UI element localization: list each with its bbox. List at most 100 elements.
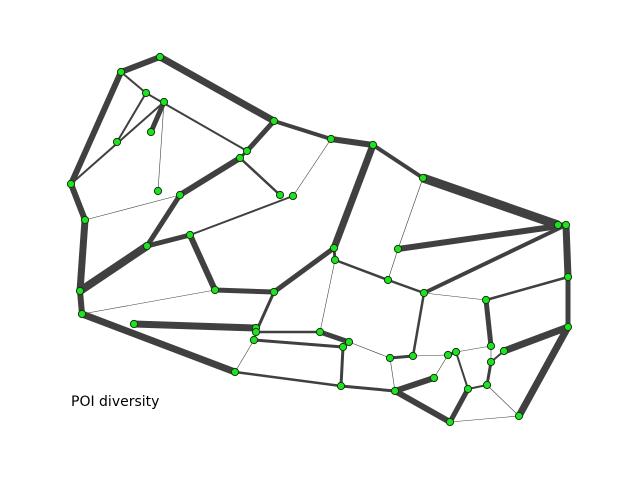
graph-edge-36 — [334, 258, 389, 282]
graph-edge-52 — [423, 292, 487, 301]
edge-layer — [68, 53, 572, 425]
graph-node-55 — [514, 411, 524, 421]
graph-edge-28 — [292, 138, 332, 197]
graph-edge-68 — [455, 351, 469, 390]
graph-edge-57 — [483, 299, 494, 347]
graph-edge-13 — [77, 242, 150, 295]
graph-node-15 — [210, 285, 220, 295]
graph-node-30 — [230, 367, 240, 377]
graph-edge-4 — [116, 92, 147, 143]
graph-node-44 — [499, 346, 509, 356]
graph-edge-15 — [80, 310, 237, 376]
graph-edge-60 — [455, 345, 492, 353]
graph-node-42 — [563, 322, 573, 332]
graph-node-29 — [249, 335, 259, 345]
graph-node-33 — [344, 337, 354, 347]
graph-node-47 — [443, 350, 453, 360]
graph-edge-31 — [421, 173, 560, 230]
graph-node-46 — [408, 351, 418, 361]
graph-edge-54 — [562, 224, 572, 278]
graph-edge-75 — [449, 415, 520, 423]
graph-node-8 — [153, 186, 163, 196]
graph-edge-71 — [486, 384, 520, 417]
graph-node-35 — [393, 244, 403, 254]
graph-node-28 — [251, 327, 261, 337]
graph-node-24 — [329, 243, 339, 253]
graph-edge-0 — [119, 54, 162, 75]
graph-edge-73 — [393, 388, 452, 425]
graph-node-41 — [481, 295, 491, 305]
graph-node-37 — [419, 288, 429, 298]
graph-node-54 — [445, 417, 455, 427]
graph-node-2 — [141, 88, 151, 98]
graph-edge-55 — [485, 275, 569, 302]
graph-node-34 — [336, 381, 346, 391]
graph-node-7 — [80, 215, 90, 225]
graph-edge-45 — [340, 384, 396, 393]
graph-edge-3 — [120, 71, 147, 94]
graph-node-40 — [563, 272, 573, 282]
graph-node-26 — [269, 287, 279, 297]
graph-edge-21 — [189, 195, 294, 236]
graph-node-43 — [486, 341, 496, 351]
graph-edge-27 — [330, 136, 374, 148]
graph-edge-67 — [433, 354, 449, 379]
graph-edge-6 — [148, 101, 167, 133]
graph-edge-49 — [387, 278, 425, 295]
graph-node-3 — [159, 97, 169, 107]
graph-node-48 — [451, 347, 461, 357]
graph-edge-51 — [411, 292, 426, 357]
graph-node-14 — [129, 319, 139, 329]
graph-edge-43 — [234, 370, 342, 388]
graph-edge-24 — [273, 119, 332, 141]
graph-node-4 — [146, 127, 156, 137]
graph-node-19 — [275, 190, 285, 200]
graph-edge-58 — [502, 323, 570, 355]
graph-node-50 — [429, 373, 439, 383]
graph-node-21 — [326, 134, 336, 144]
graph-edge-30 — [371, 143, 425, 180]
graph-node-52 — [482, 380, 492, 390]
graph-edge-46 — [348, 341, 391, 359]
node-layer — [66, 52, 573, 427]
graph-edge-47 — [397, 222, 567, 252]
graph-edge-33 — [272, 245, 336, 295]
graph-node-17 — [242, 146, 252, 156]
graph-node-38 — [553, 220, 563, 230]
graph-edge-22 — [214, 287, 275, 295]
graph-edge-59 — [515, 325, 572, 418]
graph-node-31 — [315, 327, 325, 337]
graph-edge-74 — [447, 387, 471, 424]
graph-node-32 — [338, 342, 348, 352]
graph-edge-65 — [412, 354, 449, 357]
graph-edge-72 — [394, 375, 435, 394]
graph-node-22 — [368, 140, 378, 150]
graph-edge-14 — [81, 289, 216, 315]
graph-edge-9 — [68, 182, 88, 222]
graph-edge-41 — [253, 338, 344, 349]
graph-edge-35 — [319, 259, 336, 333]
graph-edge-23 — [245, 119, 276, 153]
graph-node-1 — [116, 67, 126, 77]
graph-node-16 — [269, 116, 279, 126]
graph-edge-64 — [389, 357, 396, 392]
graph-edge-8 — [157, 101, 165, 192]
graph-node-45 — [385, 353, 395, 363]
graph-edge-50 — [423, 223, 567, 295]
graph-node-10 — [142, 241, 152, 251]
graph-node-53 — [390, 386, 400, 396]
graph-edge-42 — [234, 339, 255, 373]
graph-node-11 — [185, 230, 195, 240]
graph-edge-17 — [146, 232, 191, 249]
graph-edge-48 — [387, 248, 399, 281]
graph-edge-32 — [397, 177, 424, 250]
graph-edge-19 — [178, 155, 242, 198]
graph-edge-10 — [76, 219, 89, 292]
graph-node-0 — [155, 52, 165, 62]
graph-edge-29 — [330, 143, 377, 250]
diagram-caption: POI diversity — [71, 394, 160, 410]
graph-edge-26 — [239, 157, 281, 196]
graph-node-51 — [463, 384, 473, 394]
graph-node-6 — [66, 179, 76, 189]
